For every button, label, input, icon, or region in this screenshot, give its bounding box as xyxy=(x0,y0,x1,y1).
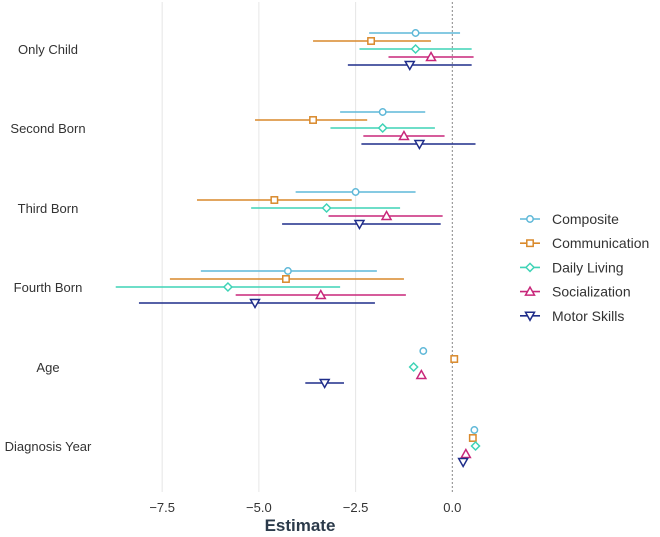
estimate-point xyxy=(314,288,327,300)
estimate-point xyxy=(415,368,428,380)
estimate-point xyxy=(411,29,420,37)
estimate-point xyxy=(222,281,233,293)
legend-label: Communication xyxy=(552,235,649,251)
category-label: Second Born xyxy=(10,121,85,136)
estimate-point xyxy=(470,426,479,434)
grid-lines xyxy=(161,2,453,492)
estimate-point xyxy=(309,116,317,124)
estimate-point xyxy=(398,129,410,141)
category-label: Only Child xyxy=(18,42,78,57)
estimate-point xyxy=(403,60,416,72)
estimate-point xyxy=(419,347,428,355)
x-tick-label: −7.5 xyxy=(149,500,175,515)
legend-marker xyxy=(524,285,536,296)
estimate-point xyxy=(353,219,366,231)
legend-marker xyxy=(526,215,534,223)
x-tick-label: −2.5 xyxy=(343,500,369,515)
estimate-point xyxy=(380,209,393,221)
estimate-point xyxy=(318,378,331,390)
legend: Composite Communication Daily Living Social… xyxy=(520,211,649,324)
legend-label: Motor Skills xyxy=(552,308,624,324)
legend-label: Composite xyxy=(552,211,619,227)
legend-label: Daily Living xyxy=(552,259,624,275)
estimate-point xyxy=(450,355,459,363)
estimate-point xyxy=(378,108,387,116)
estimate-point xyxy=(283,267,292,275)
estimate-point xyxy=(282,275,290,283)
category-labels: Only Child Second Born Third Born Fourth Bo… xyxy=(5,42,92,454)
estimate-point xyxy=(413,139,426,151)
estimate-point xyxy=(425,50,437,62)
estimate-point xyxy=(270,196,279,204)
estimate-point xyxy=(470,440,481,452)
estimate-point xyxy=(410,43,421,55)
estimate-point xyxy=(351,188,360,196)
estimate-point xyxy=(468,434,477,442)
category-label: Diagnosis Year xyxy=(5,439,92,454)
estimate-point xyxy=(367,37,376,45)
confidence-intervals xyxy=(115,32,476,384)
legend-marker xyxy=(524,262,536,273)
legend-marker xyxy=(524,311,536,322)
category-label: Fourth Born xyxy=(14,280,83,295)
estimate-point xyxy=(457,457,469,469)
estimate-point xyxy=(408,361,419,373)
estimate-point xyxy=(377,122,388,134)
legend-label: Socialization xyxy=(552,284,631,300)
legend-marker xyxy=(526,239,534,248)
x-axis-title: Estimate xyxy=(265,516,336,535)
x-tick-labels: −7.5 −5.0 −2.5 0.0 xyxy=(149,500,461,515)
estimate-point xyxy=(460,447,472,459)
estimate-point xyxy=(321,202,332,214)
point-estimates xyxy=(222,29,481,469)
x-tick-label: −5.0 xyxy=(246,500,272,515)
estimate-point xyxy=(249,298,261,310)
category-label: Third Born xyxy=(18,201,79,216)
x-tick-label: 0.0 xyxy=(443,500,461,515)
category-label: Age xyxy=(36,360,59,375)
